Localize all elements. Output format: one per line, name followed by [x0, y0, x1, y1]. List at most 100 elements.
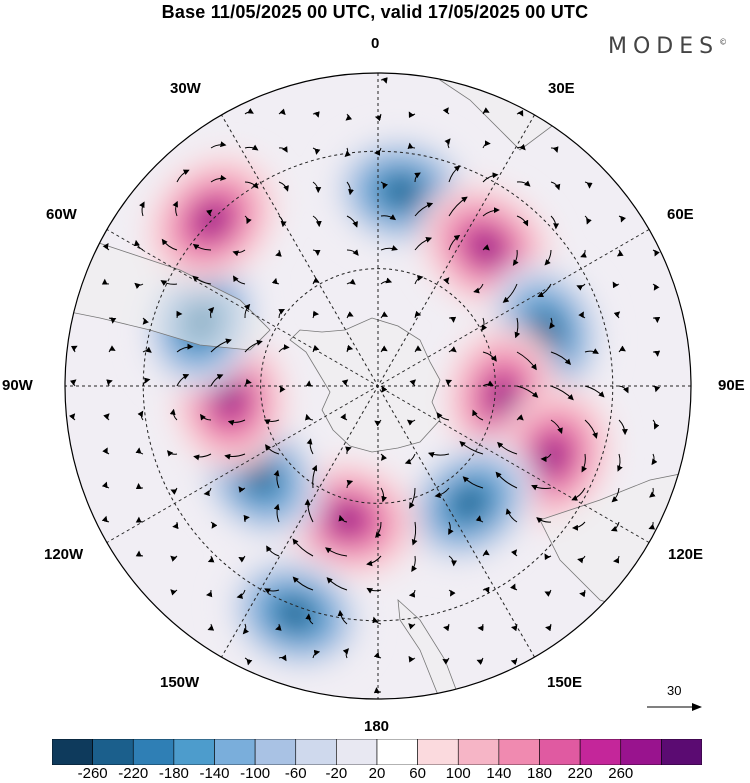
- wind-arrow: [210, 521, 218, 529]
- colorbar-tick-label: 180: [526, 765, 553, 782]
- wind-arrow: [346, 278, 356, 285]
- lon-label-30e: 30E: [548, 80, 575, 97]
- wind-arrow: [584, 385, 605, 398]
- wind-arrow: [651, 453, 658, 466]
- wind-arrow: [495, 471, 518, 489]
- wind-arrow: [510, 549, 518, 557]
- colorbar-swatch: [539, 739, 581, 765]
- negative-anomaly: [389, 181, 415, 202]
- wind-arrow: [618, 345, 626, 353]
- wind-arrow: [304, 498, 314, 523]
- wind-arrow: [311, 464, 318, 489]
- positive-anomaly: [541, 444, 563, 469]
- wind-arrow: [408, 623, 416, 630]
- wind-arrow: [581, 453, 588, 473]
- wind-arrow: [244, 181, 259, 189]
- wind-arrow: [448, 521, 454, 535]
- wind-arrow: [207, 306, 215, 319]
- wind-arrow: [278, 146, 288, 153]
- wind-arrow: [652, 249, 660, 257]
- wind-arrow: [103, 413, 110, 421]
- colorbar-tick-label: -140: [199, 765, 230, 782]
- wind-arrow: [414, 345, 422, 353]
- wind-arrow: [170, 555, 178, 562]
- colorbar-swatch: [620, 739, 662, 765]
- wind-arrow: [278, 215, 287, 228]
- wind-arrow: [584, 419, 598, 439]
- colorbar-tick-label: 220: [567, 765, 593, 782]
- wind-arrow: [510, 657, 518, 666]
- wind-arrow: [512, 249, 519, 266]
- wind-arrow: [537, 283, 552, 298]
- wind-arrow: [652, 385, 661, 393]
- wind-arrow: [472, 409, 484, 421]
- wind-arrow: [366, 587, 382, 594]
- colorbar-swatch: [661, 739, 702, 765]
- wind-arrow: [108, 317, 117, 324]
- wind-arrow: [649, 487, 656, 498]
- colorbar-tick-label: -20: [325, 765, 348, 782]
- lon-label-180: 180: [364, 718, 390, 735]
- wind-arrow: [617, 453, 623, 472]
- negative-anomaly: [248, 463, 271, 488]
- wind-arrow: [273, 503, 280, 523]
- wind-arrow: [244, 378, 252, 387]
- wind-arrow: [540, 453, 552, 463]
- lon-label-0: 0: [371, 35, 380, 52]
- wind-arrow: [160, 280, 178, 286]
- wind-arrow: [444, 138, 451, 149]
- wind-arrow: [366, 555, 382, 567]
- lon-label-30w: 30W: [170, 80, 201, 97]
- wind-arrow: [265, 444, 280, 455]
- wind-arrow: [550, 215, 560, 230]
- wind-arrow: [306, 438, 314, 455]
- wind-arrow: [70, 345, 78, 353]
- wind-arrow: [445, 379, 453, 387]
- wind-arrow: [404, 453, 416, 465]
- wind-arrow: [578, 311, 586, 319]
- wind-arrow: [550, 385, 574, 401]
- wind-arrow: [443, 623, 450, 632]
- colorbar-swatch: [336, 739, 378, 765]
- lon-label-120e: 120E: [668, 546, 704, 563]
- wind-arrow: [482, 380, 494, 387]
- wind-arrow: [244, 144, 259, 151]
- wind-arrow: [516, 215, 529, 227]
- wind-arrow: [170, 589, 178, 596]
- wind-vectors: [69, 77, 661, 694]
- wind-arrow: [511, 623, 518, 632]
- wind-arrow: [482, 244, 490, 251]
- wind-arrow: [545, 623, 552, 632]
- wind-arrow: [278, 308, 286, 319]
- wind-arrow: [544, 553, 552, 561]
- wind-arrow: [373, 651, 382, 659]
- arrow-right-icon: [647, 703, 702, 711]
- meridian-line: [221, 114, 535, 658]
- wind-arrow: [411, 521, 418, 546]
- wind-arrow: [482, 140, 491, 149]
- wind-arrow: [584, 348, 599, 354]
- wind-arrow: [176, 310, 183, 319]
- wind-arrow: [380, 453, 388, 461]
- wind-arrow: [652, 350, 661, 357]
- wind-arrow: [345, 113, 353, 121]
- wind-arrow: [516, 351, 537, 371]
- wind-arrow: [408, 655, 416, 663]
- wind-arrow: [275, 249, 282, 257]
- wind-arrow: [475, 515, 484, 523]
- wind-arrow: [326, 577, 348, 591]
- wind-arrow: [531, 484, 552, 491]
- positive-anomaly: [334, 509, 360, 530]
- wind-arrow: [550, 146, 559, 153]
- colorbar-tick-label: -260: [77, 765, 108, 782]
- wind-arrow: [273, 469, 280, 489]
- colorbar-tick-label: 140: [486, 765, 512, 782]
- wind-arrow: [373, 147, 382, 156]
- brand-mark: ©: [719, 37, 728, 47]
- wind-arrow: [232, 275, 246, 285]
- wind-arrow: [133, 239, 144, 251]
- wind-arrow: [135, 447, 144, 455]
- colorbar-tick-label: 100: [445, 765, 471, 782]
- wind-arrow: [192, 243, 212, 251]
- wind-arrow: [544, 589, 552, 597]
